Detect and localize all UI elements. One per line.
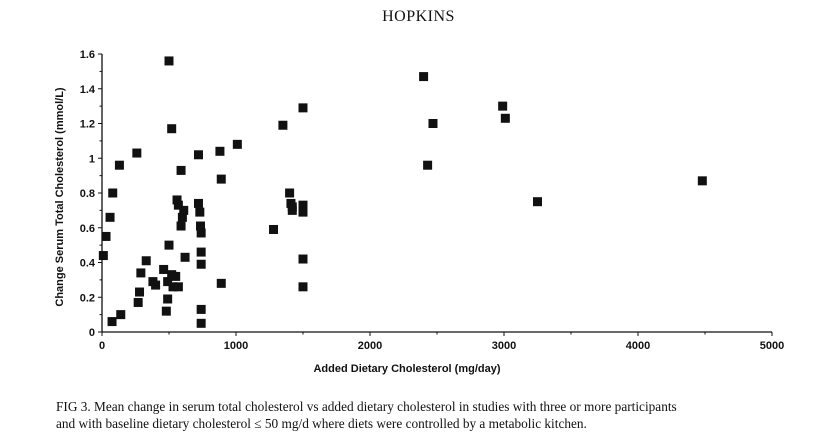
x-axis-title: Added Dietary Cholesterol (mg/day): [313, 363, 500, 375]
data-point: [232, 139, 242, 149]
data-point: [136, 268, 146, 278]
figure-caption: FIG 3. Mean change in serum total choles…: [56, 398, 831, 432]
data-point: [108, 188, 118, 198]
data-point: [163, 294, 173, 304]
data-point: [135, 287, 145, 297]
y-tick-label: 0.8: [80, 188, 95, 200]
data-point: [216, 174, 226, 184]
data-point: [164, 56, 174, 66]
data-point: [697, 176, 707, 186]
data-point: [298, 282, 308, 292]
data-point: [176, 165, 186, 175]
data-point: [164, 240, 174, 250]
data-point: [533, 197, 542, 207]
data-point: [215, 146, 225, 156]
data-point: [500, 113, 510, 123]
data-point: [132, 148, 142, 158]
data-point: [278, 120, 288, 130]
data-point: [105, 212, 115, 222]
x-tick-label: 0: [99, 340, 105, 352]
data-point: [193, 198, 203, 208]
data-point: [168, 282, 178, 292]
data-point: [159, 264, 169, 274]
data-point: [161, 306, 171, 316]
caption-line-2: and with baseline dietary cholesterol ≤ …: [56, 416, 587, 431]
data-point: [498, 101, 508, 111]
data-point: [101, 231, 111, 241]
y-tick-label: 0.2: [80, 292, 95, 304]
data-point: [177, 212, 187, 222]
y-tick-label: 1.2: [80, 119, 95, 131]
data-point: [285, 188, 295, 198]
data-point: [195, 207, 205, 217]
data-point: [151, 280, 161, 290]
data-point: [171, 271, 181, 281]
data-point: [195, 221, 205, 231]
caption-line-1: FIG 3. Mean change in serum total choles…: [56, 399, 677, 414]
data-point: [133, 297, 143, 307]
x-tick-label: 5000: [760, 340, 784, 352]
y-tick-label: 0: [89, 327, 95, 339]
x-tick-label: 3000: [492, 340, 516, 352]
data-point: [196, 304, 206, 314]
data-point: [141, 256, 151, 266]
axes: [101, 54, 772, 333]
ticks: 0 1000 2000 3000 4000 5000 0 0.2 0.4 0.6 0.8 1 1.2 1.…: [80, 49, 785, 352]
y-axis-title: Change Serum Total Cholesterol (mmol/L): [54, 87, 66, 307]
data-point: [419, 72, 429, 82]
data-point: [107, 317, 117, 327]
data-point: [298, 254, 308, 264]
x-tick-label: 4000: [626, 340, 650, 352]
data-point: [196, 247, 206, 257]
data-points: [98, 56, 707, 328]
y-tick-label: 0.6: [80, 223, 95, 235]
data-point: [176, 221, 186, 231]
data-point: [196, 259, 206, 269]
data-point: [298, 103, 308, 113]
y-tick-label: 1.6: [80, 49, 95, 61]
data-point: [196, 318, 206, 328]
data-point: [287, 205, 297, 215]
scatter-chart: 0 1000 2000 3000 4000 5000 0 0.2 0.4 0.6 0.8 1 1.2 1.…: [54, 49, 785, 375]
data-point: [180, 252, 190, 262]
y-tick-label: 0.4: [80, 258, 96, 270]
data-point: [193, 150, 203, 160]
data-point: [172, 195, 182, 205]
data-point: [173, 200, 183, 210]
running-head: HOPKINS: [382, 8, 455, 25]
data-point: [196, 228, 206, 238]
data-point: [423, 160, 433, 170]
data-point: [216, 278, 226, 288]
data-point: [116, 310, 126, 320]
data-point: [173, 282, 183, 292]
data-point: [163, 277, 173, 287]
data-point: [167, 124, 177, 134]
x-tick-label: 1000: [224, 340, 248, 352]
data-point: [269, 224, 279, 234]
data-point: [298, 207, 308, 217]
data-point: [179, 205, 189, 215]
data-point: [114, 160, 124, 170]
data-point: [98, 251, 108, 261]
y-tick-label: 1: [89, 153, 95, 165]
x-tick-label: 2000: [358, 340, 382, 352]
data-point: [428, 119, 438, 128]
y-tick-label: 1.4: [80, 84, 96, 96]
